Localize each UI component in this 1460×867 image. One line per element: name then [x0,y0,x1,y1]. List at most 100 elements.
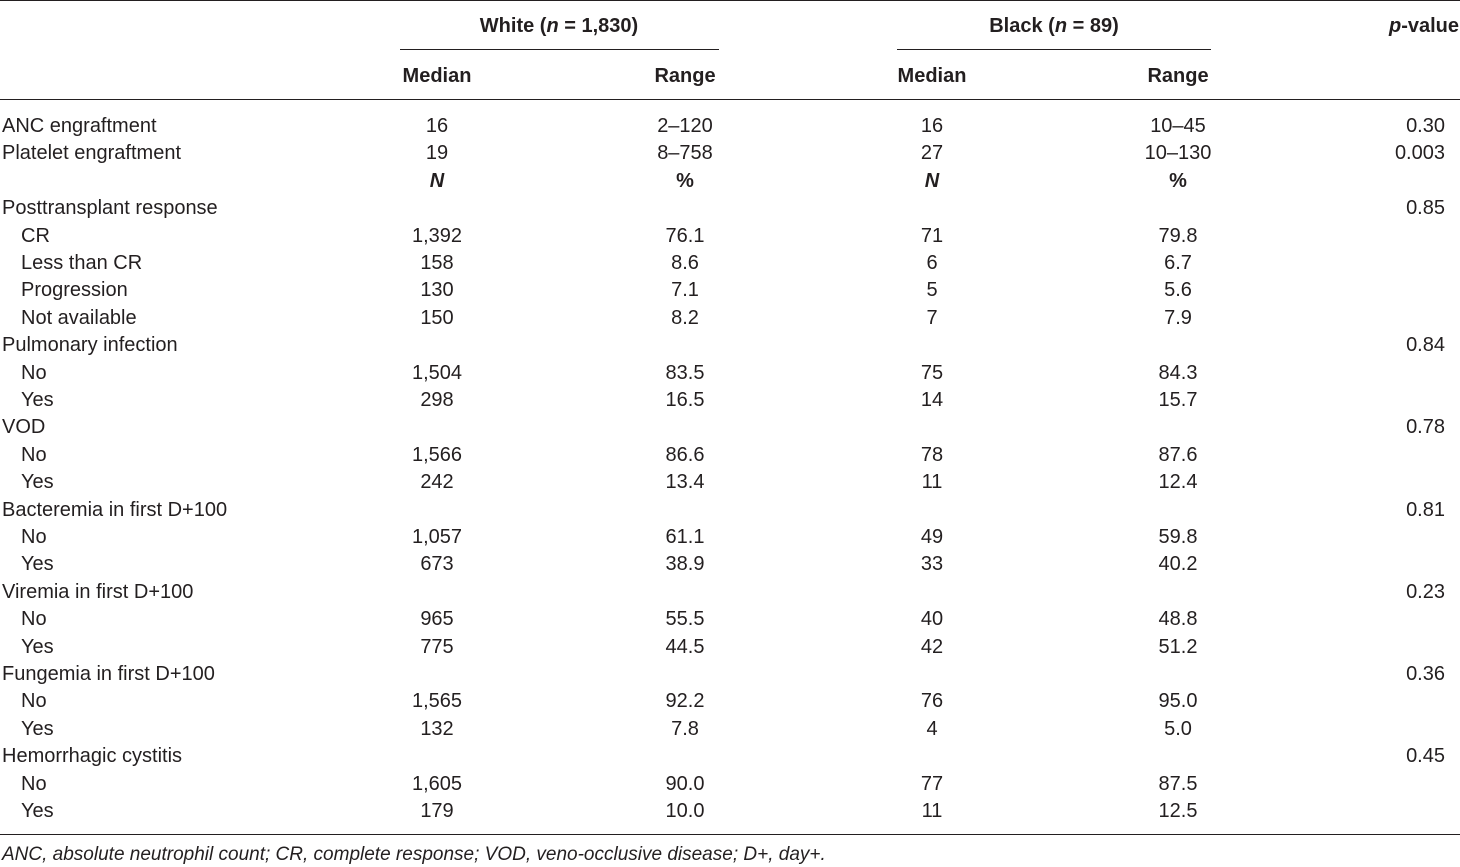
table-row: Less than CR 158 8.6 6 6.7 [0,251,1460,278]
table-row: Hemorrhagic cystitis 0.45 [0,744,1460,771]
table-row: Viremia in first D+100 0.23 [0,580,1460,607]
table-row: Bacteremia in first D+100 0.81 [0,498,1460,525]
row-label: ANC engraftment [2,115,157,137]
row-label: No [21,526,47,548]
header-black-n: n [1054,15,1068,37]
white-n-cell: 19 [425,142,449,165]
black-n-cell: 16 [920,115,944,137]
white-n-cell: 130 [420,279,454,302]
black-pct-cell: 59.8 [1158,526,1198,548]
table-row: Platelet engraftment 19 8–758 27 10–130 0.003 [0,141,1460,168]
header-white-prefix: White ( [479,15,547,37]
black-pct-cell: 5.0 [1164,717,1192,740]
black-pct-cell: 6.7 [1164,252,1192,274]
white-n-cell: 158 [420,252,454,274]
black-group-rule [897,49,1211,50]
black-n-cell: 27 [920,142,944,165]
black-pct-cell: 40.2 [1158,553,1198,576]
white-group-rule [400,49,719,50]
black-n-cell: 33 [920,553,944,576]
black-n-cell: N [924,169,940,192]
black-pct-cell: 12.5 [1158,800,1198,822]
white-n-cell: 242 [420,471,454,494]
row-label: Yes [21,800,54,822]
row-label: Progression [21,279,128,302]
table-row: ANC engraftment 16 2–120 16 10–45 0.30 [0,114,1460,141]
black-pct-cell: 51.2 [1158,635,1198,658]
table-footnote: ANC, absolute neutrophil count; CR, comp… [2,844,826,865]
black-pct-cell: 79.8 [1158,224,1198,247]
white-pct-cell: 83.5 [665,361,705,384]
white-n-cell: 1,504 [411,361,463,384]
header-pvalue-suffix: -value [1401,15,1459,37]
header-pvalue: p-value [1389,14,1459,38]
black-n-cell: 49 [920,526,944,548]
header-range-white: Range [654,65,716,87]
pvalue-cell: 0.85 [1406,197,1445,220]
white-pct-cell: 8–758 [657,142,713,165]
table-row: CR 1,392 76.1 71 79.8 [0,224,1460,251]
table-row: Not available 150 8.2 7 7.9 [0,306,1460,333]
row-label: No [21,690,47,713]
row-label: VOD [2,416,46,439]
white-n-cell: 1,605 [411,772,463,795]
white-pct-cell: 61.1 [665,526,705,548]
white-pct-cell: 92.2 [665,690,705,713]
table-row: Yes 179 10.0 11 12.5 [0,799,1460,826]
black-n-cell: 77 [920,772,944,795]
row-label: Yes [21,635,54,658]
white-pct-cell: 2–120 [657,115,713,137]
row-label: No [21,361,47,384]
table-row: No 1,565 92.2 76 95.0 [0,689,1460,716]
header-white-n: n [546,15,559,37]
table-row: No 1,504 83.5 75 84.3 [0,361,1460,388]
white-pct-cell: 10.0 [665,800,705,822]
table-row: Posttransplant response 0.85 [0,196,1460,223]
white-pct-cell: 86.6 [665,443,705,466]
table-row: VOD 0.78 [0,415,1460,442]
white-pct-cell: 44.5 [665,635,705,658]
header-white-suffix: = 1,830) [558,15,639,37]
white-pct-cell: 16.5 [665,389,705,411]
table-row: No 965 55.5 40 48.8 [0,607,1460,634]
white-pct-cell: 90.0 [665,772,705,795]
row-label: Bacteremia in first D+100 [2,498,228,521]
white-n-cell: 775 [420,635,454,658]
black-n-cell: 76 [920,690,944,713]
white-n-cell: 673 [420,553,454,576]
table-row: Yes 132 7.8 4 5.0 [0,717,1460,744]
table-row: Yes 242 13.4 11 12.4 [0,470,1460,497]
row-label: No [21,443,47,466]
row-label: Hemorrhagic cystitis [2,745,183,768]
pvalue-cell: 0.003 [1394,142,1445,165]
white-n-cell: 1,057 [411,526,463,548]
black-n-cell: 5 [926,279,938,302]
header-black-prefix: Black ( [989,15,1055,37]
black-n-cell: 42 [920,635,944,658]
row-label: Yes [21,389,54,411]
bottom-rule [0,834,1460,835]
header-pvalue-p: p [1388,15,1402,37]
row-label: Posttransplant response [2,197,218,220]
black-n-cell: 11 [921,800,943,822]
row-label: Platelet engraftment [2,142,181,165]
white-pct-cell: 55.5 [665,608,705,631]
row-label: Less than CR [21,252,143,274]
white-n-cell: 132 [420,717,454,740]
table-row: Progression 130 7.1 5 5.6 [0,278,1460,305]
white-pct-cell: 8.2 [671,306,699,329]
header-white-group: White (n = 1,830) [480,14,638,38]
black-n-cell: 75 [920,361,944,384]
black-n-cell: 78 [920,443,944,466]
black-pct-cell: 15.7 [1158,389,1198,411]
header-rule [0,99,1460,100]
black-n-cell: 11 [921,471,943,494]
table-row: Yes 775 44.5 42 51.2 [0,635,1460,662]
black-pct-cell: 95.0 [1158,690,1198,713]
header-black-suffix: = 89) [1067,15,1119,37]
white-pct-cell: 13.4 [665,471,705,494]
table-row: Fungemia in first D+100 0.36 [0,662,1460,689]
white-n-cell: 1,565 [411,690,463,713]
black-pct-cell: 7.9 [1164,306,1192,329]
pvalue-cell: 0.23 [1406,580,1445,603]
